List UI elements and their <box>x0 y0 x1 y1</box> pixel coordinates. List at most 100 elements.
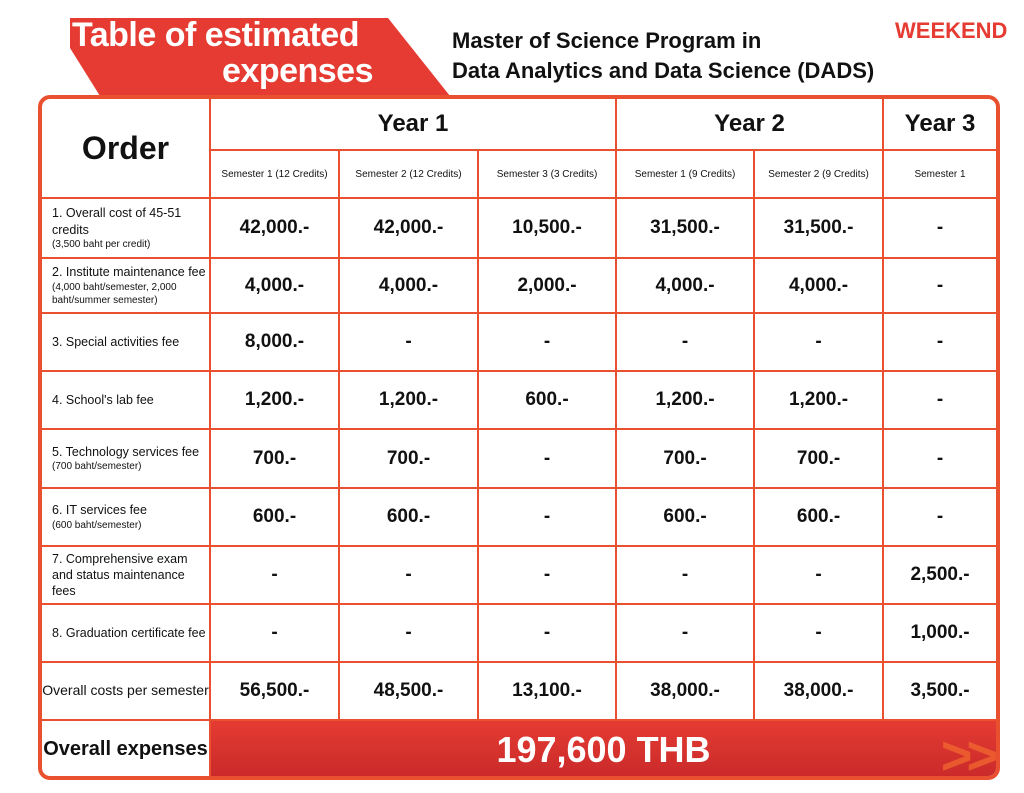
table-row: 5. Technology services fee (700 baht/seme… <box>42 428 996 489</box>
row-label-text: 3. Special activities fee <box>52 334 180 349</box>
cost-cell: 4,000.- <box>209 257 340 314</box>
row-label-text: 2. Institute maintenance fee <box>52 265 206 280</box>
cost-cell: 1,200.- <box>209 370 340 430</box>
cost-cell: - <box>882 428 996 489</box>
table-row: 1. Overall cost of 45-51 credits (3,500 b… <box>42 198 996 259</box>
cost-cell: - <box>476 603 618 663</box>
year-2-header: Year 2 <box>615 99 885 151</box>
semester-total-cell: 38,000.- <box>615 662 756 721</box>
cost-cell: 8,000.- <box>209 312 340 372</box>
semester-total-cell: 13,100.- <box>476 662 618 721</box>
cost-cell: - <box>476 545 618 605</box>
cost-cell: 700.- <box>615 428 756 489</box>
cost-cell: 600.- <box>209 487 340 547</box>
cost-cell: - <box>615 603 756 663</box>
chevron-right-icon: >> <box>940 726 996 780</box>
cost-cell: - <box>615 312 756 372</box>
row-label-text: 8. Graduation certificate fee <box>52 625 206 640</box>
cost-cell: 1,200.- <box>753 370 885 430</box>
cost-cell: 600.- <box>476 370 618 430</box>
row-label: 4. School's lab fee <box>42 370 211 430</box>
row-label: 6. IT services fee (600 baht/semester) <box>42 487 211 547</box>
cost-cell: - <box>476 428 618 489</box>
cost-cell: - <box>753 545 885 605</box>
cost-cell: - <box>882 370 996 430</box>
table-row: 3. Special activities fee 8,000.- - - - - - <box>42 312 996 372</box>
row-note: (600 baht/semester) <box>52 519 142 531</box>
table-row: 2. Institute maintenance fee (4,000 baht/… <box>42 257 996 314</box>
cost-cell: 4,000.- <box>753 257 885 314</box>
year-1-header: Year 1 <box>208 99 618 151</box>
cost-cell: 4,000.- <box>338 257 479 314</box>
cost-cell: 42,000.- <box>209 198 340 259</box>
year-3-header: Year 3 <box>882 99 996 151</box>
row-note: (4,000 baht/semester, 2,000 baht/summer … <box>52 281 177 306</box>
cost-cell: - <box>209 545 340 605</box>
cost-cell: 700.- <box>338 428 479 489</box>
semester-header: Semester 1 <box>882 149 996 199</box>
row-note: (3,500 baht per credit) <box>52 238 151 250</box>
cost-cell: - <box>476 487 618 547</box>
cost-cell: - <box>753 312 885 372</box>
row-label: 1. Overall cost of 45-51 credits (3,500 b… <box>42 198 211 259</box>
cost-cell: 1,200.- <box>615 370 756 430</box>
row-label: 5. Technology services fee (700 baht/seme… <box>42 428 211 489</box>
cost-cell: 1,200.- <box>338 370 479 430</box>
grand-total: 197,600 THB >> <box>209 719 996 780</box>
semester-header: Semester 1 (9 Credits) <box>615 149 756 199</box>
cost-cell: 600.- <box>753 487 885 547</box>
program-line-1: Master of Science Program in <box>452 28 762 53</box>
cost-cell: 700.- <box>209 428 340 489</box>
grand-total-label: Overall expenses <box>42 719 211 776</box>
cost-cell: - <box>338 603 479 663</box>
row-label: 3. Special activities fee <box>42 312 211 372</box>
row-label-text: 4. School's lab fee <box>52 392 154 407</box>
row-label-text: 5. Technology services fee <box>52 444 200 459</box>
row-label: 7. Comprehensive exam and status mainten… <box>42 545 211 605</box>
title-line-2: expenses <box>222 52 374 90</box>
row-note: (700 baht/semester) <box>52 461 142 473</box>
cost-cell: 700.- <box>753 428 885 489</box>
title-banner <box>70 18 450 96</box>
cost-cell: - <box>882 198 996 259</box>
cost-cell: - <box>338 312 479 372</box>
cost-cell: - <box>882 257 996 314</box>
row-label-text: 7. Comprehensive exam and status mainten… <box>52 551 188 599</box>
semester-total-cell: 3,500.- <box>882 662 996 721</box>
semester-total-cell: 56,500.- <box>209 662 340 721</box>
semester-header: Semester 1 (12 Credits) <box>210 149 340 199</box>
semester-total-cell: 48,500.- <box>338 662 479 721</box>
row-label-text: 6. IT services fee <box>52 503 147 518</box>
row-label: 2. Institute maintenance fee (4,000 baht/… <box>42 257 211 314</box>
weekend-badge: WEEKEND <box>895 18 1008 43</box>
table-row: 6. IT services fee (600 baht/semester) 600… <box>42 487 996 547</box>
cost-cell: - <box>615 545 756 605</box>
cost-cell: 4,000.- <box>615 257 756 314</box>
cost-cell: - <box>476 312 618 372</box>
cost-cell: 600.- <box>615 487 756 547</box>
cost-cell: - <box>882 312 996 372</box>
cost-cell: 10,500.- <box>476 198 618 259</box>
grand-total-value: 197,600 THB <box>496 728 711 770</box>
cost-cell: - <box>753 603 885 663</box>
row-label: 8. Graduation certificate fee <box>42 603 211 663</box>
row-label-text: 1. Overall cost of 45-51 credits <box>52 206 182 237</box>
semester-header: Semester 2 (12 Credits) <box>338 149 479 199</box>
expenses-table: Order Year 1 Year 2 Year 3 Semester 1 (1… <box>38 95 1000 780</box>
semester-total-cell: 38,000.- <box>753 662 885 721</box>
order-header: Order <box>42 99 211 199</box>
cost-cell: - <box>209 603 340 663</box>
cost-cell: 31,500.- <box>615 198 756 259</box>
cost-cell: 2,000.- <box>476 257 618 314</box>
table-row: 4. School's lab fee 1,200.- 1,200.- 600.- 1,… <box>42 370 996 430</box>
table-row: 7. Comprehensive exam and status mainten… <box>42 545 996 605</box>
semester-header: Semester 3 (3 Credits) <box>476 149 618 199</box>
title-line-1: Table of estimated <box>72 16 360 54</box>
cost-cell: 2,500.- <box>882 545 996 605</box>
cost-cell: 42,000.- <box>338 198 479 259</box>
program-line-2: Data Analytics and Data Science (DADS) <box>452 58 875 83</box>
cost-cell: - <box>882 487 996 547</box>
cost-cell: 600.- <box>338 487 479 547</box>
totals-label: Overall costs per semester <box>42 662 211 721</box>
semester-header: Semester 2 (9 Credits) <box>753 149 885 199</box>
